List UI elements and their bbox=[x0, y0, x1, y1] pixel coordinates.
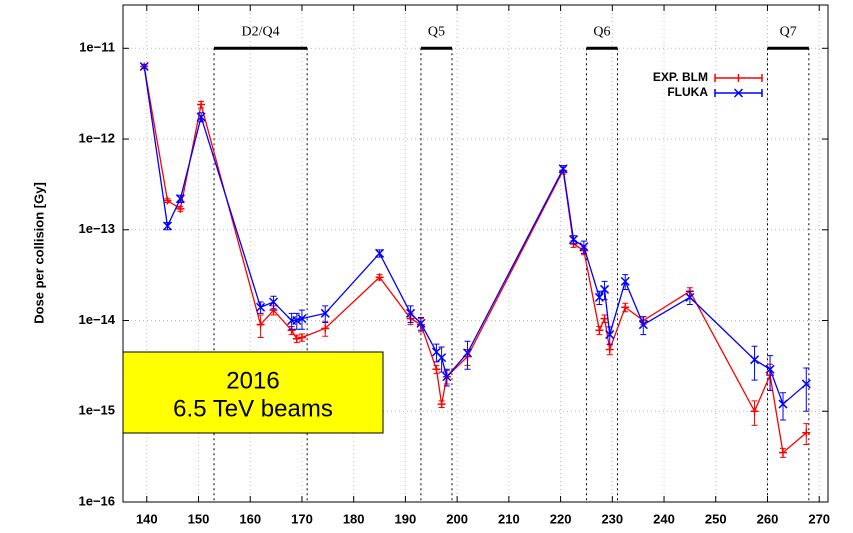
error-bar bbox=[751, 345, 758, 381]
x-tick-label: 200 bbox=[446, 511, 468, 526]
point-marker bbox=[778, 399, 788, 409]
point-marker bbox=[750, 407, 759, 416]
region-label: D2/Q4 bbox=[242, 25, 280, 40]
point-marker bbox=[558, 164, 568, 174]
point-marker bbox=[256, 302, 266, 312]
annotation-box bbox=[122, 351, 384, 434]
x-tick-label: 170 bbox=[291, 511, 313, 526]
point-marker bbox=[268, 297, 279, 307]
point-marker bbox=[163, 196, 172, 205]
point-marker bbox=[375, 248, 385, 258]
error-bar bbox=[438, 346, 445, 373]
point-marker bbox=[621, 303, 630, 312]
x-tick-label: 270 bbox=[808, 511, 830, 526]
point-marker bbox=[638, 320, 648, 330]
point-marker bbox=[779, 448, 787, 457]
point-marker bbox=[600, 314, 609, 323]
point-marker bbox=[750, 355, 760, 365]
series-line bbox=[143, 66, 807, 406]
x-tick-label: 210 bbox=[498, 511, 520, 526]
point-marker bbox=[765, 364, 775, 374]
point-marker bbox=[196, 112, 206, 122]
point-marker bbox=[600, 284, 610, 294]
point-marker bbox=[605, 330, 615, 340]
y-tick-label: 1e−13 bbox=[78, 221, 115, 236]
point-marker bbox=[568, 235, 579, 245]
point-marker bbox=[595, 326, 604, 335]
y-tick-label: 1e−14 bbox=[78, 312, 115, 327]
point-marker bbox=[685, 292, 695, 302]
error-bar bbox=[803, 367, 810, 412]
x-tick-label: 250 bbox=[705, 511, 727, 526]
x-tick-label: 220 bbox=[550, 511, 572, 526]
x-tick-label: 190 bbox=[395, 511, 417, 526]
point-marker bbox=[320, 308, 330, 318]
x-tick-label: 160 bbox=[239, 511, 261, 526]
x-tick-label: 240 bbox=[653, 511, 675, 526]
legend-label: FLUKA bbox=[667, 85, 708, 99]
point-marker bbox=[437, 353, 447, 363]
point-marker bbox=[620, 276, 630, 286]
error-bar bbox=[298, 309, 305, 330]
point-marker bbox=[297, 333, 306, 342]
point-marker bbox=[802, 428, 811, 437]
point-marker bbox=[442, 372, 452, 382]
x-tick-label: 150 bbox=[188, 511, 210, 526]
point-marker bbox=[321, 324, 330, 333]
point-marker bbox=[462, 348, 473, 358]
point-marker bbox=[375, 273, 384, 282]
x-tick-label: 230 bbox=[601, 511, 623, 526]
annotation-text: 6.5 TeV beams bbox=[173, 395, 333, 422]
point-marker bbox=[416, 318, 426, 328]
legend-symbol bbox=[714, 74, 763, 82]
point-marker bbox=[605, 345, 614, 354]
y-axis-label: Dose per collision [Gy] bbox=[31, 182, 46, 324]
point-marker bbox=[579, 242, 589, 252]
point-marker bbox=[197, 100, 206, 109]
y-tick-label: 1e−15 bbox=[78, 403, 115, 418]
point-marker bbox=[432, 365, 441, 374]
point-marker bbox=[176, 204, 185, 213]
error-bar bbox=[780, 392, 786, 421]
plot-frame bbox=[122, 4, 829, 503]
point-marker bbox=[801, 379, 811, 389]
point-marker bbox=[162, 221, 173, 231]
legend-symbol bbox=[714, 88, 763, 98]
y-tick-label: 1e−12 bbox=[78, 130, 115, 145]
y-tick-label: 1e−11 bbox=[79, 40, 115, 55]
legend-label: EXP. BLM bbox=[653, 70, 708, 84]
x-tick-label: 140 bbox=[136, 511, 158, 526]
point-marker bbox=[175, 194, 185, 204]
x-tick-label: 180 bbox=[343, 511, 365, 526]
point-marker bbox=[292, 334, 301, 343]
error-bar bbox=[767, 355, 774, 391]
error-bar bbox=[464, 340, 471, 370]
point-marker bbox=[406, 308, 416, 318]
point-marker bbox=[292, 315, 302, 326]
point-marker bbox=[297, 314, 307, 324]
point-marker bbox=[256, 320, 265, 329]
series-line bbox=[143, 66, 807, 454]
region-label: Q5 bbox=[428, 25, 445, 40]
y-tick-label: 1e−16 bbox=[78, 493, 115, 508]
annotation-text: 2016 bbox=[226, 367, 279, 394]
point-marker bbox=[437, 400, 446, 409]
region-label: Q7 bbox=[780, 25, 797, 40]
x-tick-label: 260 bbox=[757, 511, 779, 526]
region-label: Q6 bbox=[593, 25, 610, 40]
point-marker bbox=[139, 61, 149, 72]
